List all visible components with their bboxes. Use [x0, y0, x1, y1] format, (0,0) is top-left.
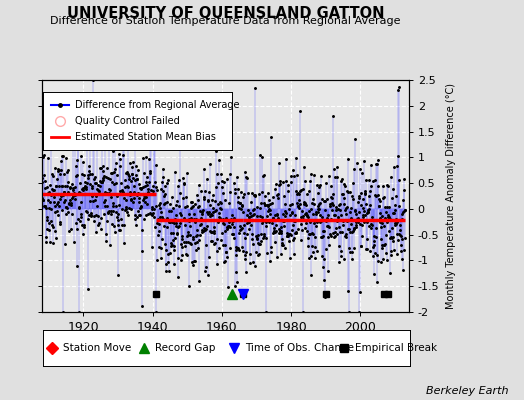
Text: Empirical Break: Empirical Break	[355, 343, 437, 353]
Text: Estimated Station Mean Bias: Estimated Station Mean Bias	[75, 132, 216, 142]
Text: Quality Control Failed: Quality Control Failed	[75, 116, 180, 126]
Text: Station Move: Station Move	[63, 343, 132, 353]
Text: Time of Obs. Change: Time of Obs. Change	[245, 343, 354, 353]
Text: Difference from Regional Average: Difference from Regional Average	[75, 100, 239, 110]
Y-axis label: Monthly Temperature Anomaly Difference (°C): Monthly Temperature Anomaly Difference (…	[446, 83, 456, 309]
Text: Difference of Station Temperature Data from Regional Average: Difference of Station Temperature Data f…	[50, 16, 400, 26]
Text: Record Gap: Record Gap	[155, 343, 215, 353]
Text: Berkeley Earth: Berkeley Earth	[426, 386, 508, 396]
Text: UNIVERSITY OF QUEENSLAND GATTON: UNIVERSITY OF QUEENSLAND GATTON	[67, 6, 384, 21]
